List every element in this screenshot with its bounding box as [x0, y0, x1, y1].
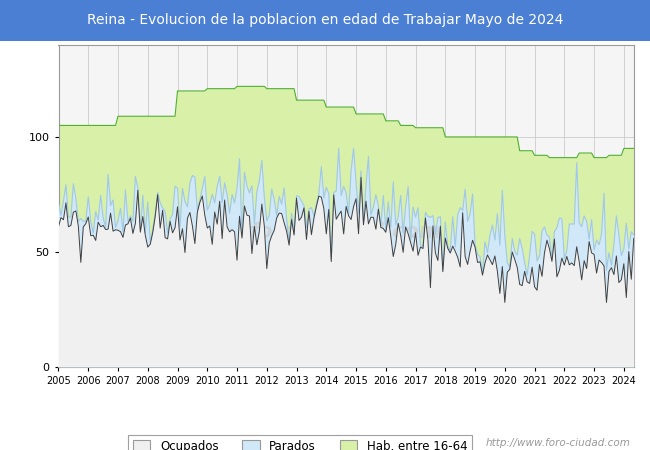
Text: foro-ciudad.com: foro-ciudad.com: [250, 221, 442, 242]
Text: http://www.foro-ciudad.com: http://www.foro-ciudad.com: [486, 438, 630, 448]
Legend: Ocupados, Parados, Hab. entre 16-64: Ocupados, Parados, Hab. entre 16-64: [128, 435, 472, 450]
Text: Reina - Evolucion de la poblacion en edad de Trabajar Mayo de 2024: Reina - Evolucion de la poblacion en eda…: [87, 13, 563, 27]
